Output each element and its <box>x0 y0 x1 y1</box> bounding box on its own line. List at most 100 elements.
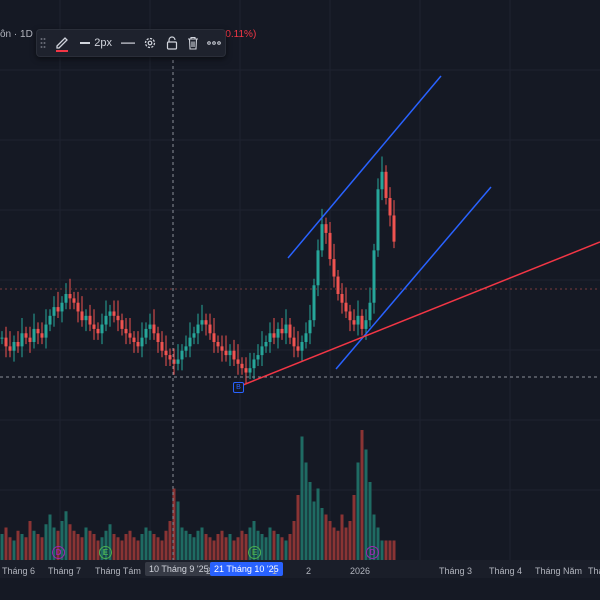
candle-body <box>352 320 356 325</box>
candle-body <box>380 171 384 190</box>
volume-bar <box>72 530 76 560</box>
volume-bar <box>160 540 164 560</box>
volume-bar <box>332 527 336 560</box>
candle-body <box>52 307 56 316</box>
volume-bar <box>180 527 184 560</box>
candle-body <box>276 328 280 338</box>
line-style-icon[interactable] <box>116 30 139 56</box>
candlesticks <box>0 156 396 384</box>
volume-bar <box>48 514 52 560</box>
volume-bar <box>204 534 208 560</box>
candle-body <box>172 359 176 364</box>
delete-icon[interactable] <box>182 30 203 56</box>
candle-body <box>64 294 68 303</box>
volume-bar <box>112 534 116 560</box>
anchor-point-label[interactable]: B <box>233 382 244 393</box>
volume-bar <box>132 537 136 560</box>
event-marker-earnings[interactable]: E <box>248 546 261 559</box>
candle-body <box>116 315 120 321</box>
volume-bar <box>348 521 352 560</box>
volume-bar <box>240 530 244 560</box>
volume-bar <box>248 527 252 560</box>
candle-body <box>296 346 300 351</box>
candle-body <box>372 250 376 303</box>
volume-bar <box>84 527 88 560</box>
grip-icon[interactable] <box>37 30 49 56</box>
line-width-button[interactable]: 2px <box>76 30 117 56</box>
candle-body <box>360 315 364 329</box>
event-marker-dividend[interactable]: D <box>366 546 379 559</box>
candle-body <box>104 315 108 325</box>
candle-body <box>100 324 104 334</box>
event-marker-dividend[interactable]: D <box>52 546 65 559</box>
candle-body <box>364 320 368 329</box>
volume-bar <box>356 462 360 560</box>
candle-body <box>128 333 132 338</box>
volume-bar <box>40 537 44 560</box>
volume-bar <box>4 527 8 560</box>
candle-body <box>84 315 88 321</box>
candle-body <box>232 350 236 360</box>
candle-body <box>108 311 112 316</box>
candle-body <box>148 324 152 329</box>
candle-body <box>16 342 20 347</box>
volume-bar <box>256 530 260 560</box>
candle-body <box>236 359 240 364</box>
candle-body <box>20 333 24 347</box>
volume-bar <box>164 530 168 560</box>
candle-body <box>48 315 52 325</box>
candle-body <box>320 224 324 251</box>
candle-body <box>92 324 96 329</box>
volume-bar <box>232 540 236 560</box>
x-axis-label: Tháng 7 <box>48 566 82 576</box>
channel-lower-line[interactable] <box>335 186 492 370</box>
x-axis-label: Tháng 3 <box>439 566 473 576</box>
volume-bar <box>68 524 72 560</box>
x-axis-label: Tháng 6 <box>2 566 36 576</box>
candle-body <box>8 346 12 351</box>
candle-body <box>388 198 392 216</box>
candle-body <box>328 232 332 260</box>
volume-bar <box>52 527 56 560</box>
drawing-toolbar: 2px <box>36 29 226 57</box>
candle-body <box>316 250 320 286</box>
event-marker-earnings[interactable]: E <box>99 546 112 559</box>
volume-bar <box>340 514 344 560</box>
volume-bar <box>304 462 308 560</box>
candle-body <box>40 333 44 338</box>
volume-bar <box>60 521 64 560</box>
volume-bar <box>220 530 224 560</box>
candle-body <box>216 342 220 347</box>
candle-body <box>248 368 252 373</box>
trend-line[interactable] <box>237 241 600 388</box>
chart-grid <box>0 0 600 560</box>
candle-body <box>120 320 124 329</box>
candle-body <box>260 346 264 356</box>
channel-upper-line[interactable] <box>287 75 442 259</box>
candle-body <box>44 324 48 338</box>
volume-bar <box>296 495 300 560</box>
volume-bar <box>96 540 100 560</box>
more-icon[interactable] <box>204 30 225 56</box>
symbol-text: ôn · 1D · <box>0 29 39 40</box>
volume-bar <box>380 540 384 560</box>
lock-icon[interactable] <box>161 30 182 56</box>
candle-body <box>136 342 140 347</box>
candle-body <box>140 337 144 347</box>
x-axis-label: 2026 <box>350 566 371 576</box>
volume-bar <box>188 534 192 560</box>
volume-bar <box>120 540 124 560</box>
settings-icon[interactable] <box>140 30 161 56</box>
volume-bar <box>368 482 372 560</box>
pencil-icon[interactable] <box>49 30 76 56</box>
candle-body <box>292 337 296 347</box>
volume-bar <box>320 508 324 560</box>
candle-body <box>192 333 196 338</box>
volume-bar <box>208 537 212 560</box>
volume-bar <box>212 540 216 560</box>
candle-body <box>36 328 40 334</box>
candle-body <box>200 320 204 325</box>
line-width-label: 2px <box>94 37 112 49</box>
candle-body <box>224 350 228 356</box>
